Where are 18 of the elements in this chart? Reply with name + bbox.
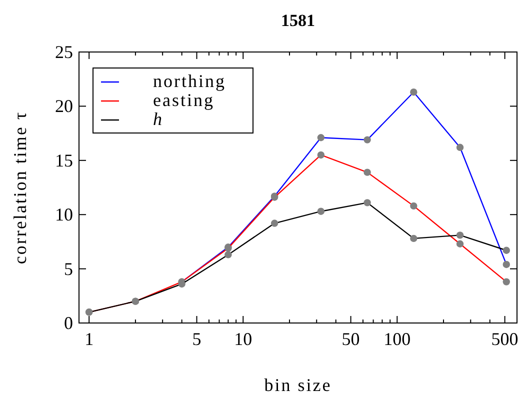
y-tick-label: 10: [55, 204, 73, 225]
y-tick-label: 15: [55, 150, 73, 170]
y-axis-title: correlation time τ: [10, 110, 30, 264]
legend-label: h: [153, 109, 164, 129]
x-tick-label: 50: [342, 329, 360, 349]
y-tick-label: 5: [64, 258, 73, 279]
x-tick-label: 10: [234, 329, 252, 349]
x-tick-label: 500: [491, 329, 518, 349]
y-tick-label: 20: [55, 96, 73, 116]
y-tick-label: 25: [55, 42, 73, 62]
x-tick-label: 100: [384, 329, 411, 349]
x-tick-label: 1: [84, 329, 94, 349]
legend-label: northing: [153, 71, 226, 91]
legend-label: easting: [153, 90, 214, 110]
chart-title: 1581: [281, 11, 315, 30]
y-tick-label: 0: [64, 313, 73, 333]
x-axis-title: bin size: [264, 375, 332, 395]
x-tick-label: 5: [192, 329, 202, 349]
